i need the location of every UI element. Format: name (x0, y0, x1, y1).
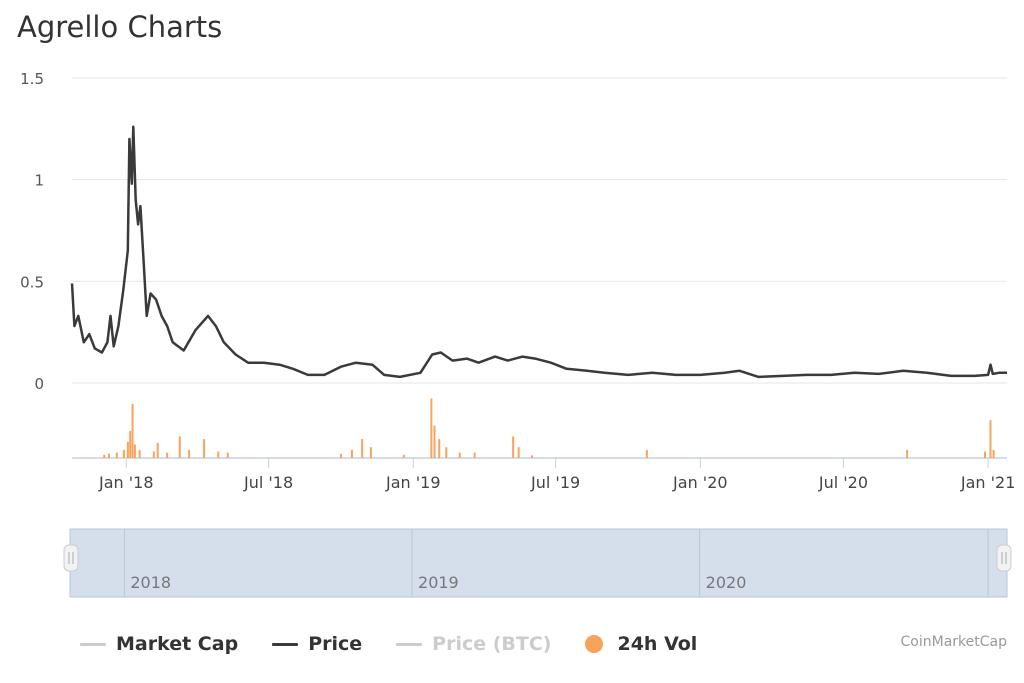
navigator-range (69, 528, 1008, 598)
volume-bar (350, 449, 353, 458)
volume-bar (361, 439, 364, 458)
volume-bar (115, 452, 118, 458)
price-line (70, 125, 1007, 379)
volume-bar (107, 453, 110, 458)
volume-bar (458, 452, 461, 458)
navigator: 2018 2019 2020 (63, 528, 1012, 598)
legend-item-price[interactable]: Price (272, 633, 362, 655)
volume-bar (983, 451, 986, 458)
volume-bar (152, 451, 155, 458)
price-line-icon (272, 642, 299, 646)
volume-bar (226, 452, 229, 458)
x-tick-label: Jul '20 (818, 473, 868, 492)
volume-bar (122, 449, 125, 458)
legend-label: Market Cap (116, 633, 239, 655)
legend-label: 24h Vol (617, 633, 698, 655)
grid-lines (72, 77, 1007, 384)
handle-grip-icon (63, 544, 79, 572)
y-tick-label: 1.5 (20, 70, 44, 88)
volume-bar (217, 451, 220, 458)
y-tick-label: 0.5 (20, 273, 44, 291)
legend-item-24h-vol[interactable]: 24h Vol (585, 633, 697, 655)
volume-series (72, 398, 1007, 459)
volume-bar (517, 447, 520, 458)
y-tick-label: 1 (34, 172, 44, 190)
volume-bar (126, 441, 129, 458)
volume-bar (339, 453, 342, 458)
navigator-label: 2020 (706, 573, 747, 592)
legend-item-price-btc[interactable]: Price (BTC) (396, 633, 551, 655)
volume-bar (531, 455, 534, 458)
volume-bar (138, 449, 141, 458)
navigator-left-handle[interactable] (63, 544, 79, 572)
volume-bar (402, 454, 405, 458)
volume-bar (645, 449, 648, 458)
volume-bar (129, 431, 132, 458)
x-axis: Jan '18 Jul '18 Jan '19 Jul '19 Jan '20 Jul '… (98, 458, 1015, 492)
navigator-label: 2019 (418, 573, 459, 592)
legend: Market Cap Price Price (BTC) 24h Vol (80, 633, 731, 655)
y-axis: 1.5 1 0.5 0 (20, 70, 44, 393)
volume-bar (156, 442, 159, 458)
x-tick-label: Jan '20 (672, 473, 728, 492)
volume-bar (445, 447, 448, 458)
volume-bar (369, 447, 372, 458)
market-cap-line-icon (80, 642, 106, 646)
volume-bar (166, 452, 169, 458)
x-tick-label: Jan '18 (98, 473, 154, 492)
volume-bar (438, 439, 441, 458)
volume-bar (103, 454, 106, 458)
volume-bar (992, 449, 995, 458)
volume-bar (131, 404, 134, 458)
x-tick-label: Jan '21 (960, 473, 1016, 492)
volume-bar (203, 439, 206, 458)
chart-title: Agrello Charts (17, 10, 223, 44)
volume-bar (133, 444, 136, 458)
volume-bar (188, 449, 191, 458)
legend-label: Price (308, 633, 363, 655)
x-tick-label: Jan '19 (385, 473, 441, 492)
volume-bar (906, 449, 909, 458)
volume-bar (430, 398, 433, 458)
price-btc-line-icon (396, 642, 423, 646)
navigator-right-handle[interactable] (996, 544, 1012, 572)
volume-bar (989, 420, 992, 458)
credit-link[interactable]: CoinMarketCap (900, 634, 1007, 650)
legend-item-market-cap[interactable]: Market Cap (80, 633, 238, 655)
handle-grip-icon (996, 544, 1012, 572)
volume-dot-icon (585, 635, 604, 653)
price-series (70, 125, 1007, 379)
x-tick-label: Jul '19 (530, 473, 580, 492)
y-tick-label: 0 (34, 375, 44, 393)
volume-bar (512, 436, 515, 458)
volume-bar (178, 436, 181, 458)
navigator-label: 2018 (130, 573, 171, 592)
x-tick-label: Jul '18 (243, 473, 293, 492)
volume-bar (473, 452, 476, 458)
volume-bar (433, 425, 436, 458)
legend-label: Price (BTC) (432, 633, 552, 655)
